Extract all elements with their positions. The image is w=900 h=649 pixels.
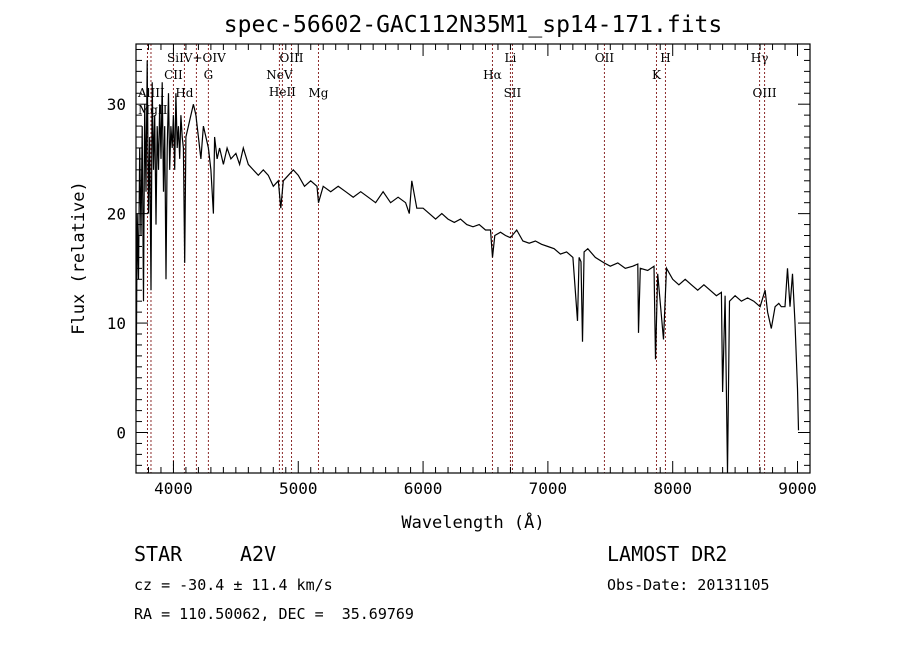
line-marker-label: K [652, 68, 662, 82]
x-tick-label: 7000 [529, 479, 568, 498]
line-marker-label: H [660, 51, 670, 65]
line-marker-label: NeV [266, 68, 293, 82]
y-tick-label: 20 [107, 205, 126, 224]
x-tick-label: 8000 [653, 479, 692, 498]
x-tick-label: 4000 [154, 479, 193, 498]
line-marker-label: OIII [753, 86, 777, 100]
y-axis-label: Flux (relative) [69, 181, 89, 335]
line-marker-label: Hγ [751, 51, 769, 65]
object-subclass: A2V [240, 542, 276, 566]
line-marker-label: Mg [308, 86, 328, 100]
line-marker-label: Hα [483, 68, 502, 82]
line-marker-label: SiIV+OIV [167, 51, 226, 65]
y-tick-label: 0 [116, 424, 126, 443]
survey-label: LAMOST DR2 [607, 542, 727, 566]
plot-frame [135, 43, 811, 474]
redshift-text: cz = -30.4 ± 11.4 km/s [134, 576, 333, 594]
line-marker-label: G [204, 68, 214, 82]
line-marker-label: SII [504, 86, 522, 100]
line-marker-label: HeII [269, 85, 296, 99]
object-class: STAR [134, 542, 183, 566]
x-tick-label: 9000 [778, 479, 817, 498]
y-tick-label: 10 [107, 314, 126, 333]
obs-date-text: Obs-Date: 20131105 [607, 576, 770, 594]
chart-title: spec-56602-GAC112N35M1_sp14-171.fits [224, 12, 723, 38]
spectrum-line [135, 60, 800, 474]
line-marker-label: OII [595, 51, 615, 65]
y-tick-label: 30 [107, 95, 126, 114]
line-marker-label: Hd [175, 86, 193, 100]
axis-ticks: 4000 5000 6000 7000 8000 9000 0 10 20 30 [107, 44, 817, 498]
line-markers: AlIIIMgIICIIHdSiIV+OIVGNeVHeIIOIIIMgHαLi… [137, 44, 777, 473]
x-tick-label: 6000 [404, 479, 443, 498]
line-marker-label: Li [505, 51, 517, 65]
coordinates-text: RA = 110.50062, DEC = 35.69769 [134, 605, 414, 623]
line-marker-label: OIII [279, 51, 303, 65]
x-axis-label: Wavelength (Å) [401, 511, 544, 533]
x-tick-label: 5000 [279, 479, 318, 498]
line-marker-label: CII [164, 68, 183, 82]
